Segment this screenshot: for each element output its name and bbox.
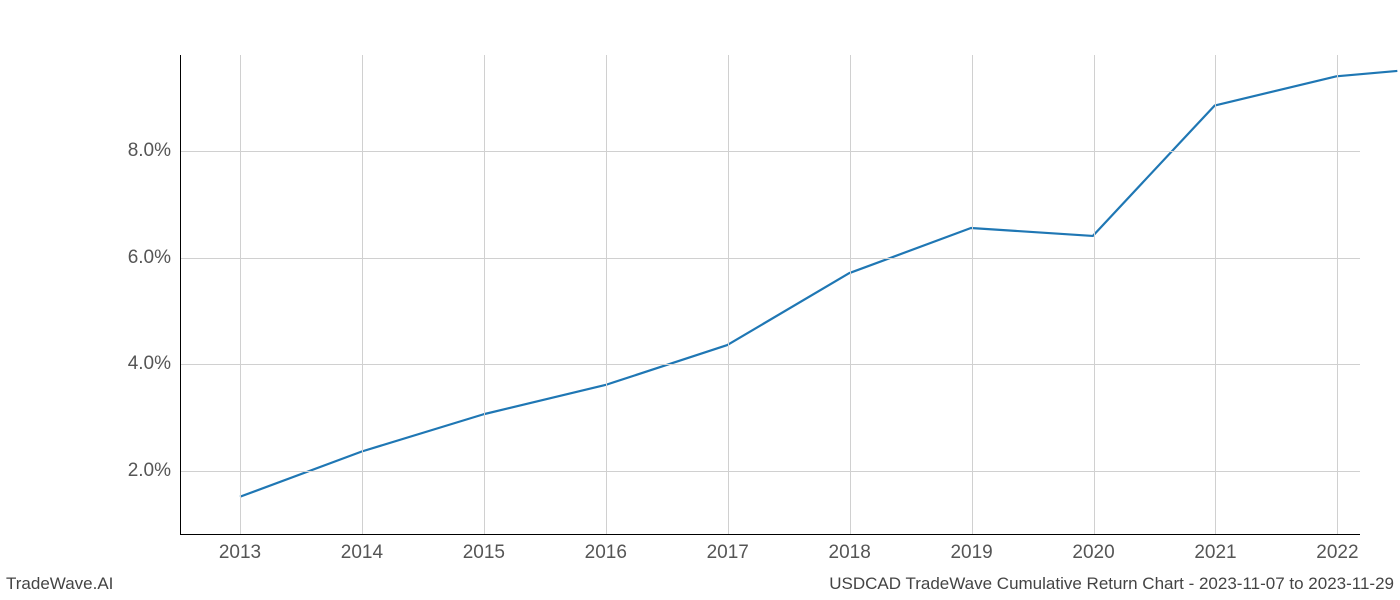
y-tick-label: 2.0% [128, 460, 171, 482]
grid-line-vertical [484, 55, 485, 534]
x-tick-label: 2016 [585, 542, 627, 564]
footer-caption: USDCAD TradeWave Cumulative Return Chart… [829, 574, 1394, 594]
grid-line-horizontal [181, 364, 1360, 365]
grid-line-vertical [1337, 55, 1338, 534]
x-tick-label: 2014 [341, 542, 383, 564]
x-tick-label: 2021 [1194, 542, 1236, 564]
footer-brand: TradeWave.AI [6, 574, 113, 594]
x-tick-label: 2017 [707, 542, 749, 564]
y-tick-label: 4.0% [128, 353, 171, 375]
line-path [240, 71, 1397, 497]
x-tick-label: 2022 [1316, 542, 1358, 564]
grid-line-horizontal [181, 258, 1360, 259]
grid-line-vertical [606, 55, 607, 534]
y-tick-label: 8.0% [128, 140, 171, 162]
x-tick-label: 2015 [463, 542, 505, 564]
line-series [181, 55, 1360, 534]
grid-line-vertical [850, 55, 851, 534]
x-tick-label: 2018 [829, 542, 871, 564]
x-tick-label: 2020 [1072, 542, 1114, 564]
grid-line-vertical [362, 55, 363, 534]
grid-line-vertical [240, 55, 241, 534]
x-tick-label: 2013 [219, 542, 261, 564]
grid-line-horizontal [181, 471, 1360, 472]
grid-line-horizontal [181, 151, 1360, 152]
grid-line-vertical [1094, 55, 1095, 534]
grid-line-vertical [1215, 55, 1216, 534]
x-tick-label: 2019 [950, 542, 992, 564]
chart-container: 2.0%4.0%6.0%8.0%201320142015201620172018… [180, 55, 1360, 535]
y-tick-label: 6.0% [128, 247, 171, 269]
grid-line-vertical [972, 55, 973, 534]
plot-area: 2.0%4.0%6.0%8.0%201320142015201620172018… [180, 55, 1360, 535]
grid-line-vertical [728, 55, 729, 534]
